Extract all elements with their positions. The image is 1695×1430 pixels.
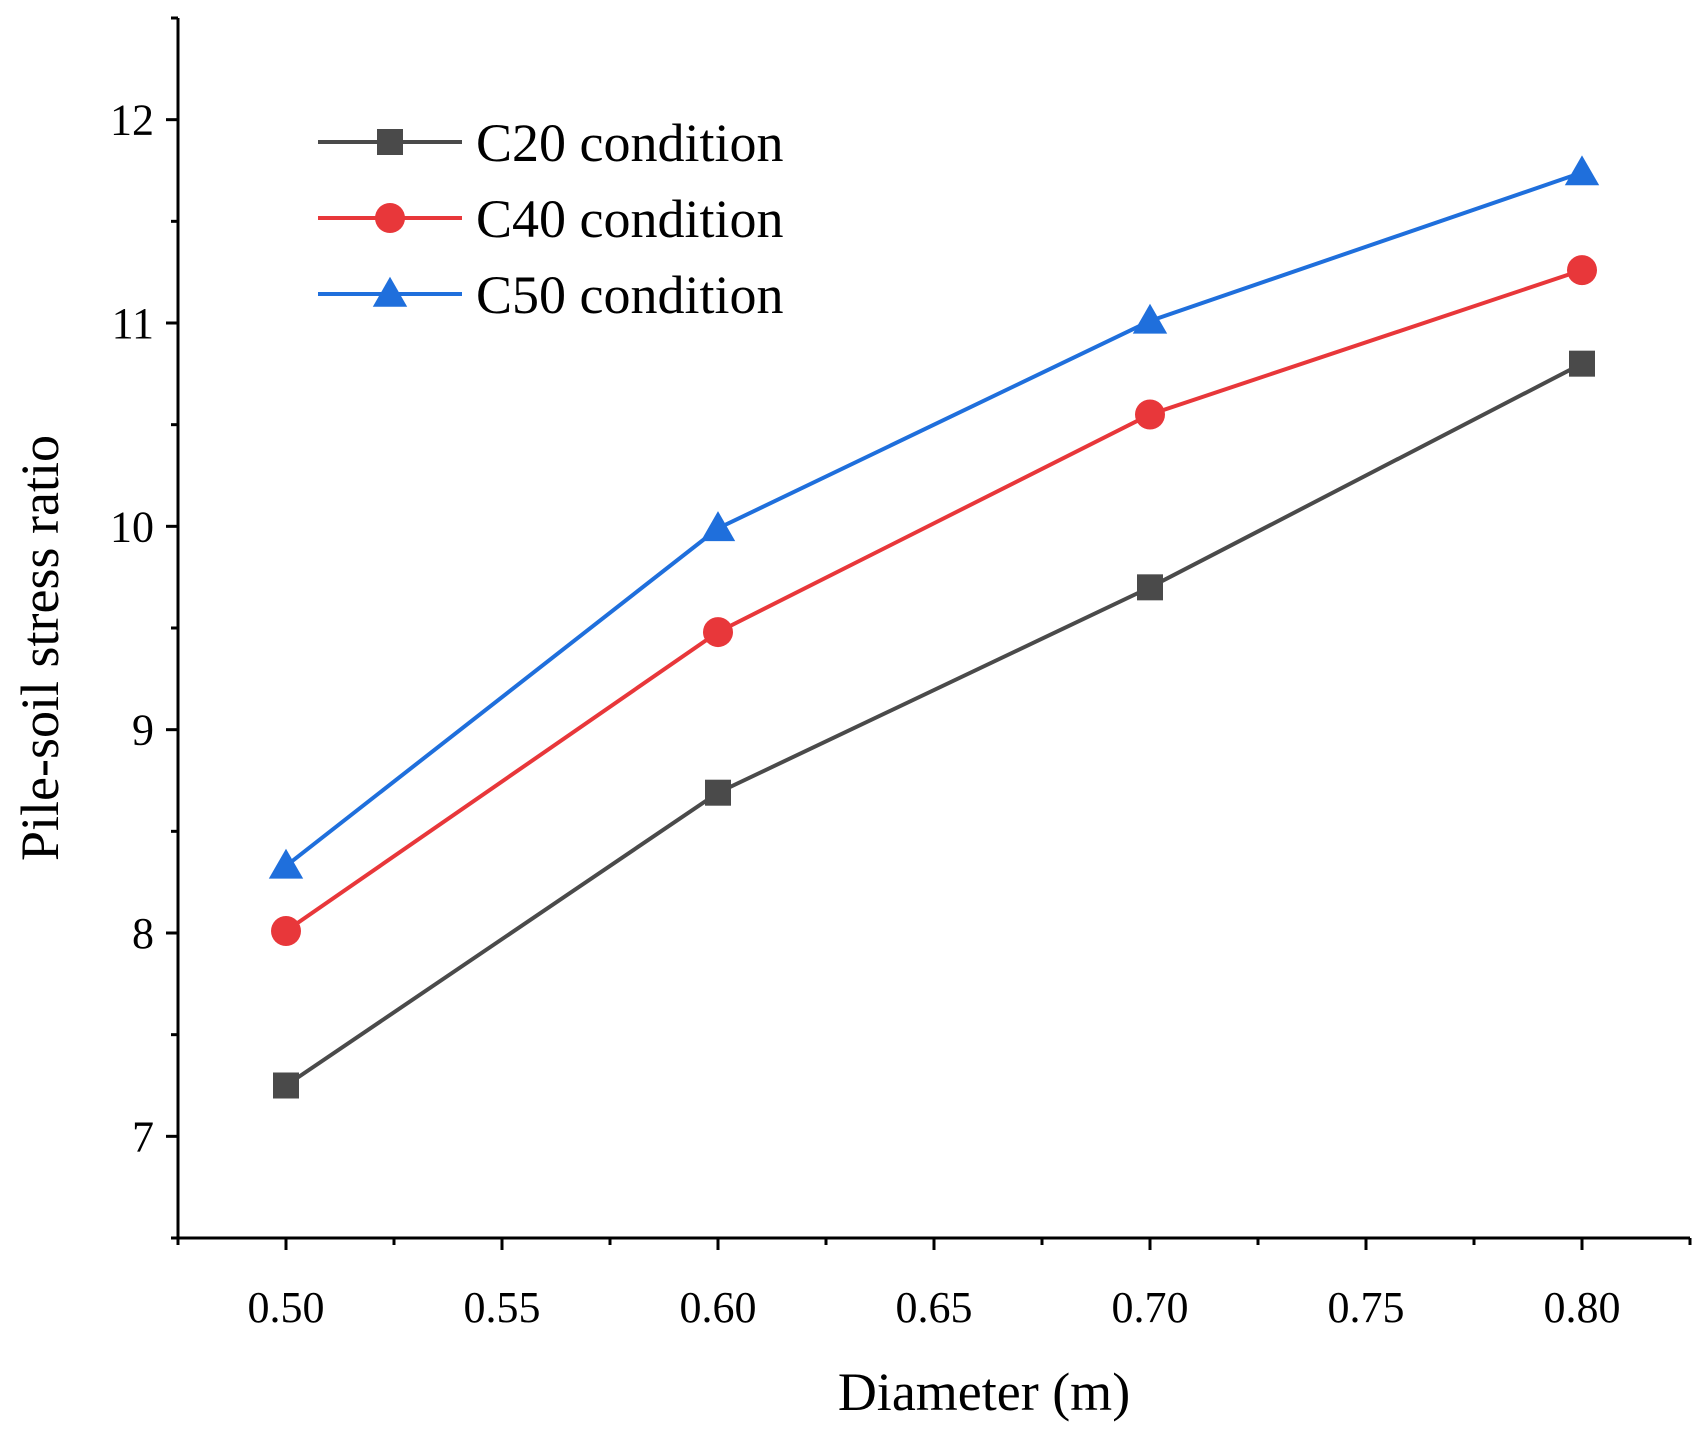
legend-marker-circle — [375, 203, 405, 233]
legend-label-c20: C20 condition — [476, 113, 784, 173]
x-tick-label: 0.55 — [464, 1283, 541, 1332]
legend-marker-square — [377, 129, 403, 155]
data-point-triangle — [1564, 155, 1600, 186]
legend-item-c40: C40 condition — [318, 189, 784, 249]
series-line-square — [284, 361, 1583, 1088]
legend: C20 condition C40 condition C50 conditio… — [318, 113, 784, 325]
legend-label-c40: C40 condition — [476, 189, 784, 249]
legend-marker-shape — [375, 203, 405, 233]
legend-marker-triangle — [372, 276, 408, 307]
y-tick-label: 7 — [132, 1112, 154, 1161]
series-line-circle — [284, 268, 1583, 933]
x-tick-label: 0.70 — [1112, 1283, 1189, 1332]
data-point-triangle — [1132, 303, 1168, 334]
series-line-triangle — [284, 170, 1583, 868]
data-point-square — [273, 1072, 299, 1099]
legend-label-c50: C50 condition — [476, 265, 784, 325]
data-point-square — [1137, 574, 1163, 601]
data-point-circle — [1567, 255, 1597, 286]
legend-marker-shape — [372, 276, 408, 307]
y-tick-label: 12 — [110, 96, 154, 145]
y-axis-title: Pile-soil stress ratio — [10, 435, 70, 861]
data-point-square — [1569, 350, 1595, 377]
chart-marks — [268, 155, 1600, 1099]
legend-item-c20: C20 condition — [318, 113, 784, 173]
data-point-triangle — [268, 848, 304, 879]
x-axis-title: Diameter (m) — [838, 1362, 1130, 1422]
data-point-triangle — [700, 511, 736, 542]
legend-item-c50: C50 condition — [318, 265, 784, 325]
data-point-circle — [271, 915, 301, 946]
chart-axes: 7 8 9 10 11 12 0.50 0.55 0.60 0.65 0.70 0.75 0.80 — [110, 16, 1692, 1332]
x-tick-label: 0.60 — [680, 1283, 757, 1332]
x-tick-label: 0.80 — [1544, 1283, 1621, 1332]
y-tick-label: 8 — [132, 909, 154, 958]
data-point-square — [705, 779, 731, 806]
y-tick-label: 10 — [110, 502, 154, 551]
y-tick-label: 9 — [132, 706, 154, 755]
data-point-circle — [703, 617, 733, 648]
legend-marker-shape — [377, 129, 403, 155]
y-tick-label: 11 — [112, 299, 154, 348]
x-tick-label: 0.50 — [248, 1283, 325, 1332]
x-tick-label: 0.75 — [1328, 1283, 1405, 1332]
data-point-circle — [1135, 399, 1165, 430]
x-tick-label: 0.65 — [896, 1283, 973, 1332]
